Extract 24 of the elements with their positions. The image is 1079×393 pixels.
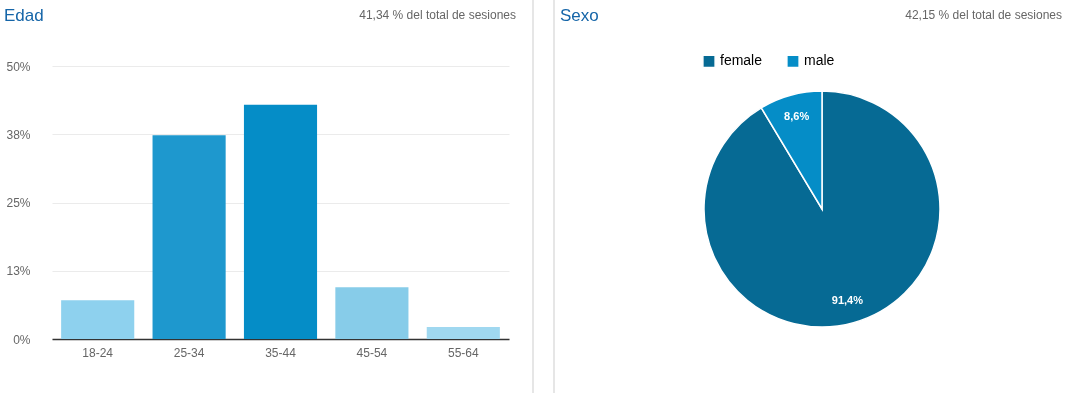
data-label: 91,4% [831, 293, 864, 306]
y-tick-label: 38% [6, 127, 31, 142]
x-tick-label: 25-34 [173, 345, 205, 360]
legend-label: male [804, 52, 835, 69]
x-tick-label: 18-24 [82, 345, 114, 360]
bar [243, 104, 318, 339]
x-tick-label: 35-44 [265, 345, 297, 360]
y-tick-label: 50% [6, 59, 31, 74]
chart-subtitle: 41,34 % del total de sesiones [359, 8, 516, 22]
y-tick-label: 13% [6, 264, 31, 279]
legend-label: female [720, 52, 763, 69]
bar [61, 300, 135, 339]
text: 42,15 % del total de sesiones [905, 8, 1062, 22]
bar [426, 326, 500, 339]
pie-slice [703, 90, 941, 328]
chart-title: Edad [4, 6, 44, 26]
x-tick-label: 45-54 [356, 345, 388, 360]
chart-title: Sexo [560, 6, 599, 26]
data-label: 8,6% [784, 110, 810, 123]
bar [152, 135, 226, 339]
x-tick-label: 55-64 [447, 345, 479, 360]
y-tick-label: 0% [13, 332, 31, 347]
y-tick-label: 25% [6, 196, 31, 210]
bar [335, 287, 409, 339]
